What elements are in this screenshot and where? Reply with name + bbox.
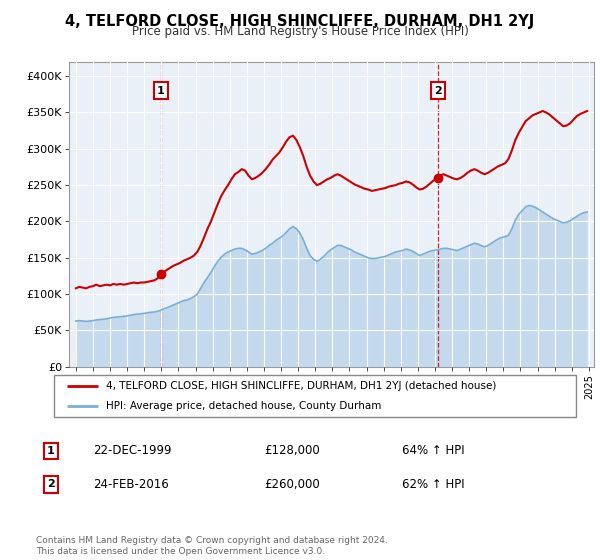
Text: 64% ↑ HPI: 64% ↑ HPI xyxy=(402,444,464,458)
Text: 1: 1 xyxy=(157,86,165,96)
Text: 2: 2 xyxy=(47,479,55,489)
Text: HPI: Average price, detached house, County Durham: HPI: Average price, detached house, Coun… xyxy=(106,402,382,411)
Text: Contains HM Land Registry data © Crown copyright and database right 2024.
This d: Contains HM Land Registry data © Crown c… xyxy=(36,536,388,556)
Text: 2: 2 xyxy=(434,86,442,96)
Text: 4, TELFORD CLOSE, HIGH SHINCLIFFE, DURHAM, DH1 2YJ: 4, TELFORD CLOSE, HIGH SHINCLIFFE, DURHA… xyxy=(65,14,535,29)
Text: 62% ↑ HPI: 62% ↑ HPI xyxy=(402,478,464,491)
Text: 22-DEC-1999: 22-DEC-1999 xyxy=(93,444,172,458)
FancyBboxPatch shape xyxy=(54,375,576,417)
Text: 24-FEB-2016: 24-FEB-2016 xyxy=(93,478,169,491)
Text: 4, TELFORD CLOSE, HIGH SHINCLIFFE, DURHAM, DH1 2YJ (detached house): 4, TELFORD CLOSE, HIGH SHINCLIFFE, DURHA… xyxy=(106,381,497,391)
Text: 1: 1 xyxy=(47,446,55,456)
Text: £128,000: £128,000 xyxy=(264,444,320,458)
Text: Price paid vs. HM Land Registry's House Price Index (HPI): Price paid vs. HM Land Registry's House … xyxy=(131,25,469,38)
Text: £260,000: £260,000 xyxy=(264,478,320,491)
